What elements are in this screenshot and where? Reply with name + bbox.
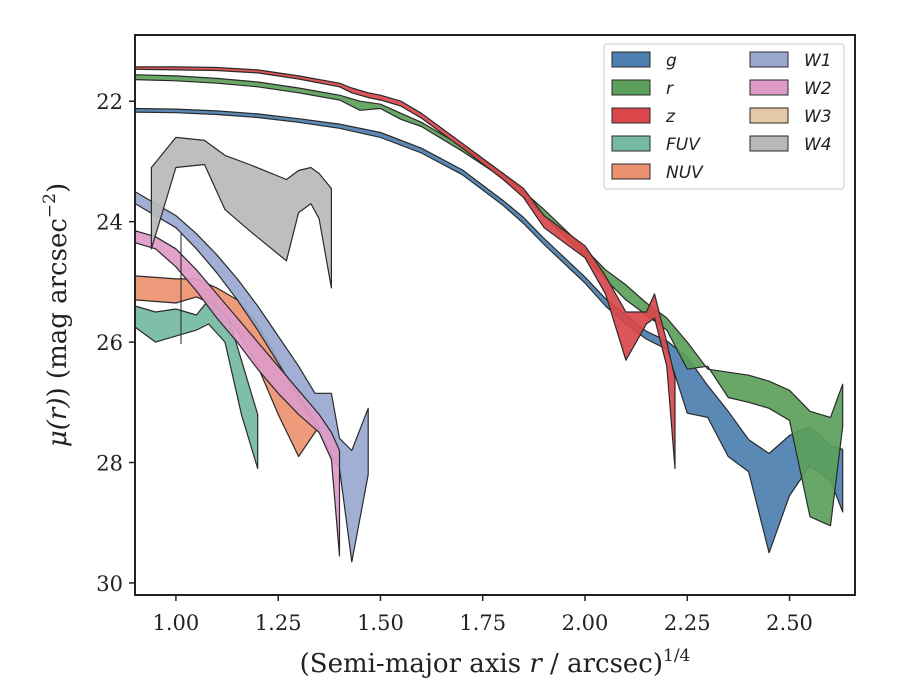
y-axis-label-mid: ) (mag arcsec	[43, 218, 73, 397]
legend-label-z: z	[665, 107, 676, 127]
x-axis-label-mid: / arcsec)	[542, 649, 663, 679]
legend-swatch-g	[611, 51, 651, 68]
legend-label-w3: W3	[804, 107, 832, 127]
legend-label-nuv: NUV	[666, 163, 704, 183]
series-band-w2	[135, 230, 341, 557]
x-tick-label: 1.75	[459, 611, 506, 635]
series-layer	[135, 66, 844, 563]
y-tick-label: 22	[96, 90, 123, 114]
y-axis: 22 24 26 28 30	[96, 90, 135, 596]
legend-swatch-w3	[749, 107, 789, 124]
x-tick-label: 1.50	[357, 611, 404, 635]
x-axis: 1.00 1.25 1.50 1.75 2.00 2.25 2.50	[153, 595, 813, 635]
legend-swatch-w4	[749, 135, 789, 152]
y-tick-label: 24	[96, 211, 123, 235]
legend-label-fuv: FUV	[666, 135, 701, 155]
plot-frame	[134, 34, 856, 596]
y-tick-label: 28	[96, 452, 123, 476]
legend-swatch-w1	[749, 51, 789, 68]
y-tick-label: 30	[96, 572, 123, 596]
legend-swatch-z	[611, 107, 651, 124]
y-tick-label: 26	[96, 331, 123, 355]
y-axis-label-sup: −2	[40, 193, 60, 218]
x-tick-label: 1.25	[255, 611, 302, 635]
x-axis-label: (Semi-major axis r / arcsec)1/4	[300, 646, 691, 679]
legend-swatch-nuv	[611, 163, 651, 180]
y-axis-label-mu: μ(	[43, 419, 73, 447]
legend-label-w2: W2	[804, 79, 832, 99]
x-axis-label-prefix: (Semi-major axis	[300, 649, 530, 679]
series-band-w1	[135, 191, 369, 563]
y-axis-label: μ(r)) (mag arcsec−2)	[40, 183, 73, 447]
legend-swatch-r	[611, 79, 651, 96]
legend-label-r: r	[666, 79, 674, 99]
x-tick-label: 1.00	[153, 611, 200, 635]
legend-swatch-w2	[749, 79, 789, 96]
series-band-fuv	[135, 299, 259, 470]
legend-label-w4: W4	[804, 135, 832, 155]
y-axis-label-var: r	[43, 406, 73, 420]
series-band-g	[135, 107, 844, 554]
legend: grz FUV NUV W1 W2 W3 W4	[603, 43, 845, 190]
series-band-z	[135, 66, 676, 470]
legend-swatch-fuv	[611, 135, 651, 152]
x-axis-label-var: r	[529, 649, 543, 679]
x-axis-label-sup: 1/4	[663, 646, 690, 666]
legend-label-w1: W1	[804, 51, 832, 71]
x-tick-label: 2.00	[562, 611, 609, 635]
legend-label-g: g	[666, 51, 677, 71]
x-tick-label: 2.25	[664, 611, 711, 635]
x-tick-label: 2.50	[766, 611, 813, 635]
series-band-w4	[150, 136, 332, 289]
